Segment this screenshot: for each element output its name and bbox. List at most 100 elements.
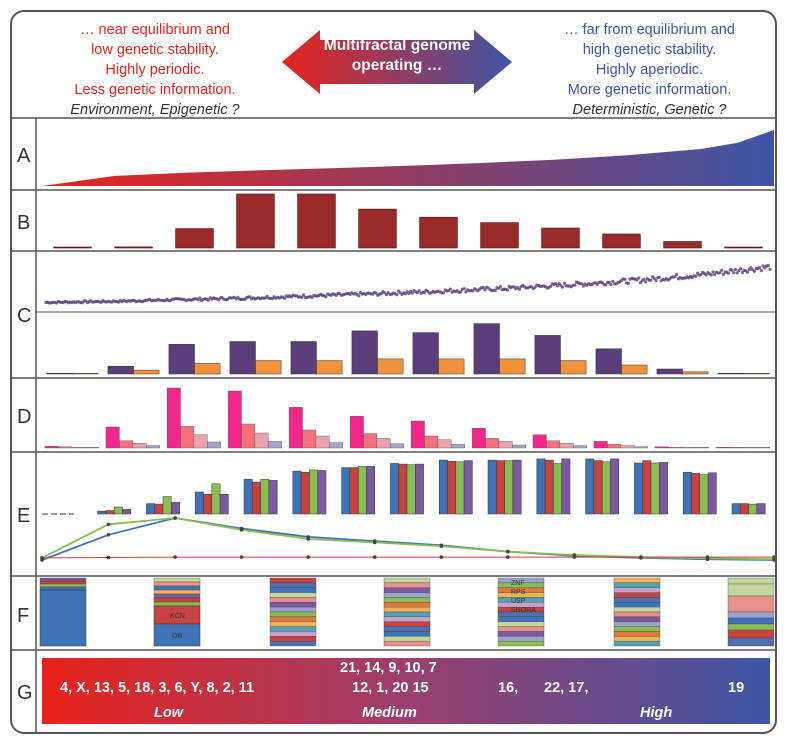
panel-c-scatter-point: [637, 276, 641, 280]
panel-f-band: [727, 637, 775, 647]
panel-c-scatter-point: [673, 275, 677, 279]
panel-e-bar: [415, 463, 424, 515]
panel-d-bar: [498, 441, 513, 449]
panel-d-bar: [668, 447, 683, 449]
panel-b-bar-chart: [53, 193, 763, 249]
panel-e-bar: [455, 461, 465, 515]
panel-d-bar: [620, 445, 635, 449]
panel-e-bar: [561, 458, 571, 515]
panel-e-bar: [406, 464, 416, 515]
panel-a-area-chart: [42, 130, 774, 186]
panel-e-bar: [203, 494, 213, 515]
panel-b-bar: [541, 227, 580, 249]
panel-c-scatter-point: [198, 296, 202, 300]
panel-f-band: [613, 577, 661, 584]
panel-c-scatter-point: [752, 269, 757, 273]
panel-e-bar: [699, 474, 709, 515]
panel-c-bar: [621, 364, 648, 375]
panel-e-bar: [194, 491, 204, 515]
panel-d-bar: [437, 439, 452, 449]
panel-f-band: [383, 577, 431, 584]
lane-label-b: B: [17, 212, 30, 234]
panels-svg: A B C D E F G KCN OR ZNF RPS USP SNORA 4, X, …: [12, 117, 775, 732]
panel-c-scatter: [44, 263, 772, 305]
panel-e-bar: [252, 481, 261, 515]
panel-f-band: [383, 616, 431, 622]
panel-d-bar: [654, 446, 669, 449]
panel-c-scatter-point: [721, 272, 725, 276]
panel-e-bar: [105, 510, 115, 515]
panel-f-label: KCN: [170, 613, 185, 620]
panel-f-band: [269, 631, 317, 637]
panel-c-scatter-point: [720, 268, 724, 272]
lane-label-e: E: [17, 505, 30, 527]
panel-d-bar: [573, 445, 587, 449]
panel-e-bar: [211, 483, 221, 515]
panel-c-bar: [107, 365, 134, 375]
panel-e-bar: [97, 510, 107, 515]
panel-e-line-point: [306, 537, 311, 541]
panel-e-line-point: [439, 544, 444, 548]
panel-f-band: [613, 640, 661, 647]
panel-e-line-blue: [41, 517, 775, 561]
panel-f-band: [269, 577, 317, 584]
panel-f-band: [153, 581, 201, 587]
lane-label-f: F: [17, 605, 29, 627]
panel-f-band: [383, 602, 431, 608]
panel-c-bar: [560, 360, 587, 375]
panel-d-bar: [207, 441, 221, 449]
panel-f-band: [153, 585, 201, 591]
panel-e-bar: [512, 459, 522, 515]
panel-f-band: [497, 616, 545, 622]
panel-c-scatter-point: [505, 288, 509, 292]
panel-c-bar: [717, 372, 744, 375]
panel-d-bar: [44, 446, 59, 449]
panel-c-scatter-point: [745, 270, 750, 274]
panel-c-scatter-point: [357, 294, 361, 298]
panel-c-bar: [351, 330, 378, 375]
panel-e-bar: [707, 472, 717, 515]
panel-c-scatter-point: [604, 283, 608, 287]
panel-e-bar: [357, 466, 367, 515]
lane-label-c: C: [17, 305, 31, 327]
panel-d-bar: [302, 429, 317, 449]
panel-b-bar: [480, 222, 519, 249]
arrow-line-2: operating …: [351, 57, 443, 74]
panel-c-scatter-point: [448, 287, 452, 291]
panel-b-bar: [358, 208, 397, 249]
panel-e-bar: [268, 480, 278, 515]
panel-c-scatter-point: [709, 273, 713, 277]
lane-label-a: A: [17, 145, 31, 167]
panel-c-scatter-point: [649, 278, 653, 282]
panel-c-scatter-point: [410, 291, 414, 295]
panel-f-band: [497, 621, 545, 627]
panel-c-scatter-point: [549, 284, 553, 288]
panel-e-line-point: [372, 540, 377, 545]
panel-f-band: [269, 597, 317, 603]
panel-e-line-point: [106, 533, 111, 537]
panel-d-bar: [105, 426, 120, 449]
panel-c-scatter-point: [713, 272, 717, 277]
panel-f-band: [269, 611, 317, 618]
panel-f-label: USP: [511, 598, 526, 605]
panel-d-bar: [146, 445, 160, 449]
panel-f-band: [727, 617, 775, 625]
panel-d-bar: [512, 444, 526, 449]
panel-d-bar: [349, 416, 364, 449]
panel-e-bar: [659, 462, 668, 515]
panel-c-scatter-point: [301, 293, 306, 297]
panel-c-scatter-point: [733, 267, 738, 272]
panel-c-scatter-point: [395, 293, 399, 297]
panel-e-line-point: [106, 555, 111, 560]
panel-d-bar: [329, 442, 343, 449]
panel-c-bar: [534, 335, 561, 375]
panel-c-scatter-point: [206, 298, 210, 302]
panel-c-bar: [133, 369, 160, 375]
panel-d-bar: [546, 440, 561, 449]
panel-d-bar: [532, 434, 547, 449]
header-left-text: … near equilibrium and low genetic stabi…: [40, 20, 270, 120]
panel-f-band: [383, 587, 431, 593]
panel-e-bar: [544, 459, 554, 515]
panel-e-bar: [300, 471, 310, 515]
panel-c-scatter-point: [626, 281, 630, 286]
